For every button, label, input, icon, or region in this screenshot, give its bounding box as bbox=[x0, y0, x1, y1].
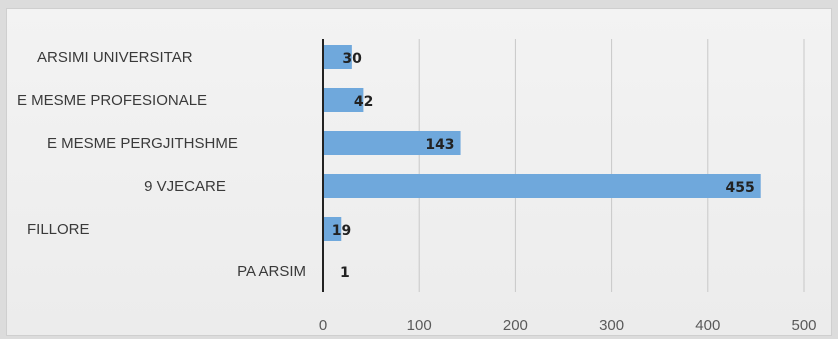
data-label: 1 bbox=[340, 265, 350, 281]
category-label: E MESME PERGJITHSHME bbox=[47, 135, 238, 152]
category-labels: ARSIMI UNIVERSITAR E MESME PROFESIONALE E … bbox=[17, 49, 306, 280]
x-tick-label: 400 bbox=[695, 317, 720, 334]
x-tick-labels: 0 100 200 300 400 500 bbox=[319, 317, 817, 334]
bar-chart: ARSIMI UNIVERSITAR E MESME PROFESIONALE E … bbox=[17, 39, 817, 334]
x-tick-label: 100 bbox=[407, 317, 432, 334]
data-label: 30 bbox=[342, 51, 362, 67]
data-label: 143 bbox=[425, 137, 454, 153]
bar bbox=[323, 45, 352, 69]
gridlines bbox=[418, 39, 805, 292]
bar bbox=[323, 217, 342, 241]
x-tick-label: 500 bbox=[791, 317, 816, 334]
data-label: 455 bbox=[725, 180, 754, 196]
data-label: 19 bbox=[332, 223, 351, 239]
bar bbox=[323, 131, 461, 155]
x-tick-label: 300 bbox=[599, 317, 624, 334]
bar bbox=[323, 88, 364, 112]
data-labels: 30 42 143 455 19 1 bbox=[332, 51, 755, 281]
category-label: E MESME PROFESIONALE bbox=[17, 92, 207, 109]
data-label: 42 bbox=[354, 94, 373, 110]
bar bbox=[323, 174, 761, 198]
bars bbox=[323, 45, 761, 283]
x-tick-label: 0 bbox=[319, 317, 327, 334]
category-label: 9 VJECARE bbox=[144, 178, 226, 195]
category-label: ARSIMI UNIVERSITAR bbox=[37, 49, 193, 66]
category-label: FILLORE bbox=[27, 221, 90, 238]
x-tick-label: 200 bbox=[503, 317, 528, 334]
category-label: PA ARSIM bbox=[237, 263, 306, 280]
chart-frame: ARSIMI UNIVERSITAR E MESME PROFESIONALE E … bbox=[6, 8, 832, 336]
